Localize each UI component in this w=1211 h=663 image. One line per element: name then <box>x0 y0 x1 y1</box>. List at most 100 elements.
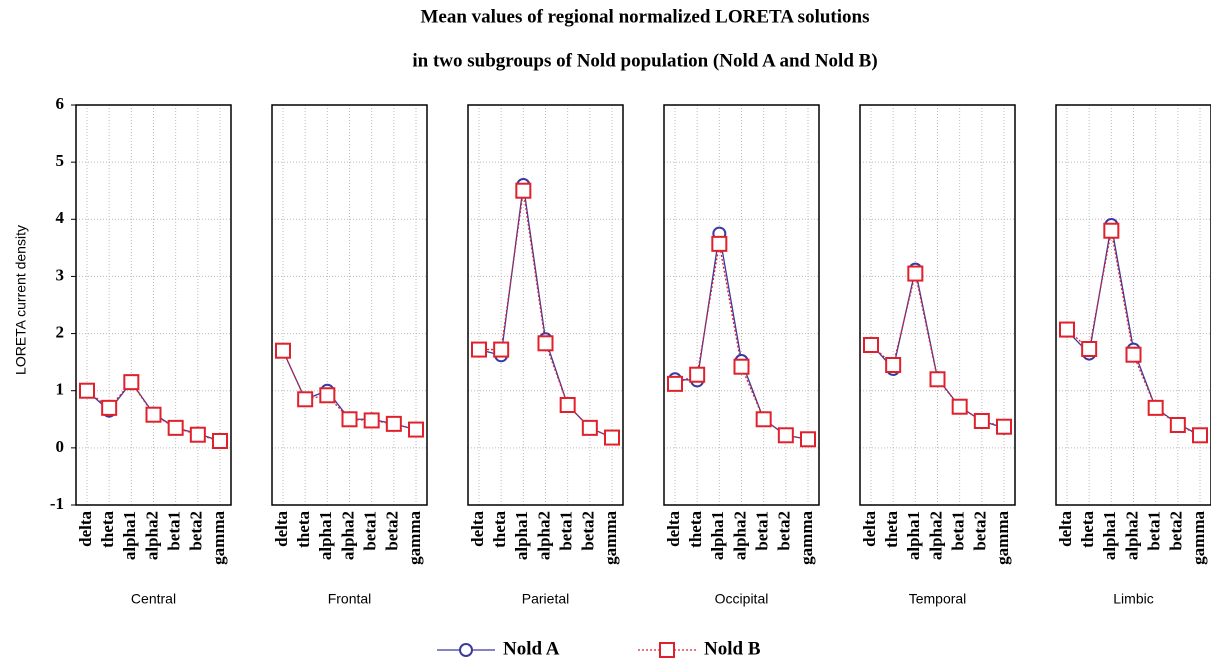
x-tick-label: delta <box>76 511 95 547</box>
x-tick-label: alpha2 <box>142 511 161 560</box>
data-point <box>973 413 990 429</box>
x-tick-label: beta2 <box>775 511 794 551</box>
x-tick-label: beta2 <box>579 511 598 551</box>
y-tick-label: 5 <box>56 151 65 170</box>
data-point <box>755 411 772 428</box>
data-point <box>711 235 728 252</box>
x-tick-label: gamma <box>797 511 816 565</box>
x-tick-label: theta <box>1078 511 1097 548</box>
x-tick-label: gamma <box>601 511 620 565</box>
chart-title: in two subgroups of Nold population (Nol… <box>412 50 877 71</box>
x-tick-label: alpha2 <box>534 511 553 560</box>
data-point <box>1103 222 1120 239</box>
y-tick-label: 2 <box>56 322 65 341</box>
x-tick-label: alpha2 <box>1122 511 1141 560</box>
legend-label: Nold A <box>503 638 560 659</box>
data-point <box>515 182 532 199</box>
data-point <box>1125 346 1142 363</box>
x-axis-label: Limbic <box>1113 591 1153 607</box>
y-tick-label: 6 <box>56 94 65 113</box>
plot-frame <box>467 104 624 506</box>
x-tick-label: delta <box>664 511 683 547</box>
data-point <box>101 399 118 416</box>
data-point <box>537 335 554 352</box>
y-tick-label: 1 <box>56 380 65 399</box>
data-point <box>319 387 336 404</box>
data-point <box>863 337 879 353</box>
data-point <box>929 371 946 388</box>
legend-marker <box>459 643 473 657</box>
data-point <box>581 419 598 436</box>
data-point <box>408 421 424 438</box>
x-tick-label: gamma <box>405 511 424 565</box>
data-point <box>189 426 206 443</box>
x-tick-label: gamma <box>993 511 1012 565</box>
data-point <box>1192 427 1208 444</box>
data-point <box>167 419 184 436</box>
x-tick-label: delta <box>860 511 879 547</box>
data-point <box>212 433 228 449</box>
data-point <box>363 412 380 429</box>
x-tick-label: beta1 <box>361 511 380 551</box>
data-point <box>341 411 358 428</box>
x-tick-label: theta <box>882 511 901 548</box>
x-tick-label: alpha1 <box>512 511 531 560</box>
data-point <box>559 397 576 413</box>
data-point <box>471 341 487 358</box>
data-point <box>79 382 95 399</box>
data-line <box>870 273 1005 428</box>
chart-title: Mean values of regional normalized LORET… <box>421 6 870 27</box>
x-tick-label: beta1 <box>949 511 968 551</box>
data-point <box>996 418 1012 435</box>
data-line <box>479 190 613 439</box>
legend-label: Nold B <box>704 638 761 659</box>
plot-frame <box>271 104 428 506</box>
plot-frame <box>663 104 820 506</box>
x-axis-label: Frontal <box>328 591 372 607</box>
plot-frame <box>1055 104 1211 506</box>
x-tick-label: gamma <box>1189 511 1208 565</box>
data-point <box>800 431 816 448</box>
data-point <box>733 358 750 375</box>
plot-frame <box>75 104 232 506</box>
data-point <box>604 429 620 446</box>
x-tick-label: alpha1 <box>708 511 727 560</box>
x-tick-label: delta <box>1056 511 1075 547</box>
x-tick-label: theta <box>98 511 117 548</box>
data-point <box>885 357 902 373</box>
x-tick-label: alpha1 <box>904 511 923 560</box>
data-point <box>493 341 510 358</box>
x-tick-label: delta <box>272 511 291 547</box>
y-axis-label: LORETA current density <box>13 225 29 375</box>
x-axis-label: Occipital <box>715 591 769 607</box>
y-tick-label: 0 <box>56 437 65 456</box>
data-point <box>667 375 683 392</box>
data-point <box>1081 341 1098 357</box>
x-tick-label: beta1 <box>557 511 576 551</box>
data-point <box>1147 399 1164 416</box>
data-point <box>907 265 924 282</box>
data-point <box>1059 321 1075 338</box>
x-tick-label: alpha1 <box>1100 511 1119 560</box>
x-tick-label: alpha2 <box>926 511 945 560</box>
x-tick-label: alpha1 <box>120 511 139 560</box>
y-tick-label: 4 <box>56 208 65 227</box>
data-point <box>123 374 140 391</box>
x-tick-label: beta2 <box>383 511 402 551</box>
x-tick-label: beta2 <box>971 511 990 551</box>
x-tick-label: alpha1 <box>316 511 335 560</box>
x-tick-label: theta <box>490 511 509 548</box>
x-tick-label: theta <box>686 511 705 548</box>
y-tick-label: 3 <box>56 265 65 284</box>
x-axis-label: Temporal <box>909 591 967 607</box>
x-tick-label: alpha2 <box>730 511 749 560</box>
data-point <box>1169 417 1186 433</box>
x-tick-label: gamma <box>209 511 228 565</box>
x-tick-label: beta1 <box>753 511 772 551</box>
data-point <box>385 415 402 432</box>
plot-frame <box>859 104 1016 506</box>
data-point <box>951 398 968 415</box>
legend-marker <box>659 642 675 658</box>
